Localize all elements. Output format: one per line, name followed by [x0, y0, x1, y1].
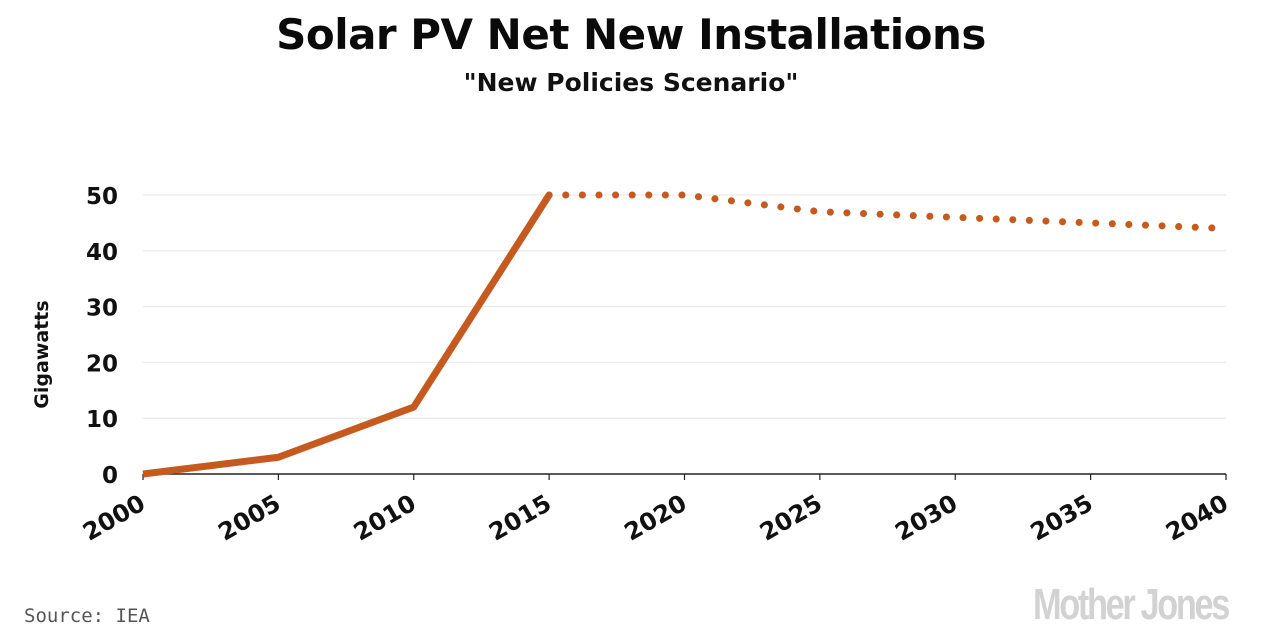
y-tick-label: 20 — [86, 351, 118, 377]
y-tick-label: 50 — [86, 184, 118, 210]
y-tick-label: 10 — [86, 407, 118, 433]
chart-subtitle: "New Policies Scenario" — [463, 68, 799, 97]
y-axis-label: Gigawatts — [31, 300, 53, 408]
publisher-logo: Mother Jones — [1032, 580, 1230, 629]
x-tick-label: 2000 — [78, 489, 150, 547]
chart-title: Solar PV Net New Installations — [276, 10, 986, 59]
x-tick-label: 2015 — [484, 489, 556, 547]
x-tick-label: 2030 — [890, 489, 962, 547]
historical-series-line — [142, 193, 553, 478]
x-tick-label: 2040 — [1161, 489, 1233, 547]
y-tick-label: 40 — [86, 240, 118, 266]
y-tick-label: 0 — [102, 463, 118, 489]
x-tick-label: 2005 — [214, 489, 286, 547]
x-tick-label: 2010 — [349, 489, 421, 547]
x-tick-label: 2025 — [755, 489, 827, 547]
source-note: Source: IEA — [24, 605, 150, 627]
x-tick-label: 2020 — [620, 489, 692, 547]
projected-series-line — [545, 191, 1230, 232]
y-tick-label: 30 — [86, 296, 118, 322]
x-tick-label: 2035 — [1026, 489, 1098, 547]
